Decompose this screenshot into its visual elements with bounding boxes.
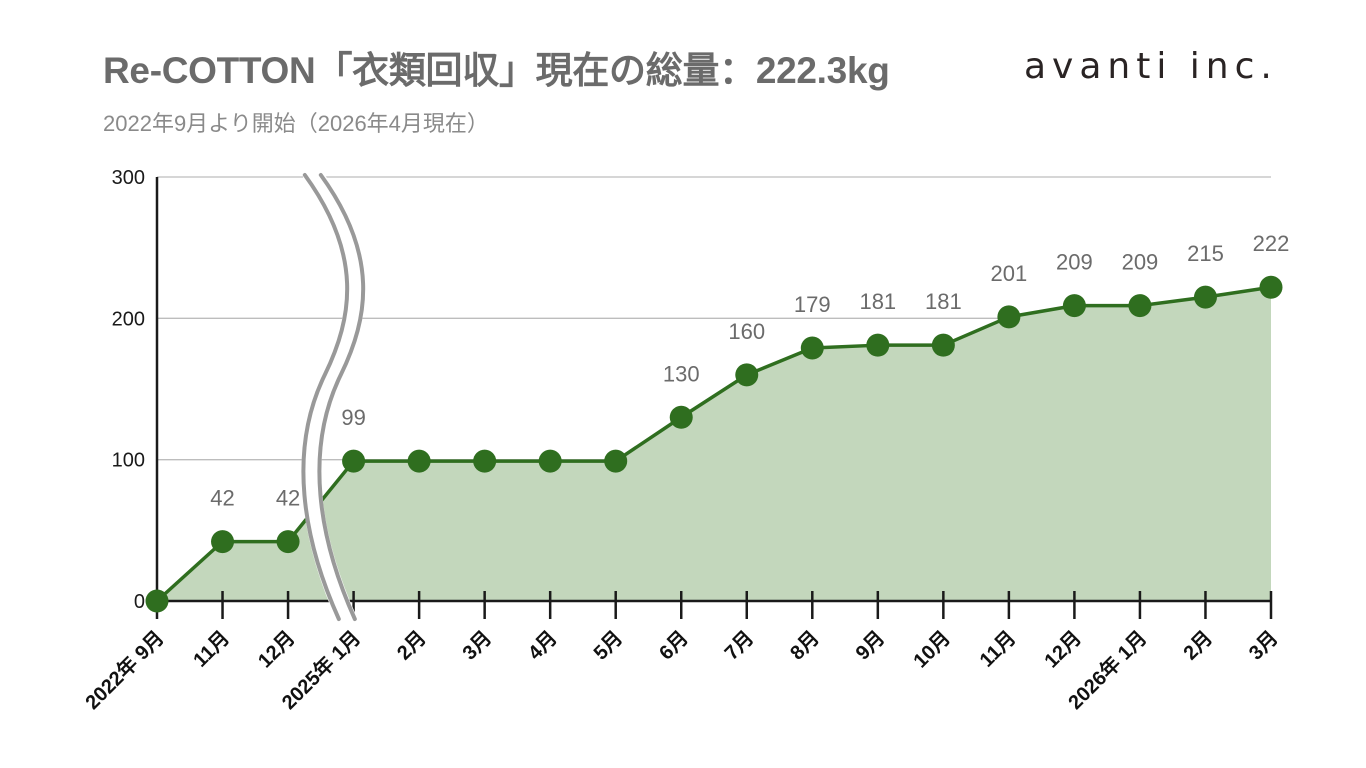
data-point (1259, 275, 1283, 299)
data-point (735, 363, 759, 387)
area-fill (157, 287, 1271, 601)
x-tick-label: 11月 (976, 627, 1021, 672)
data-label: 209 (1122, 250, 1159, 275)
data-point (931, 333, 955, 357)
data-point (1193, 285, 1217, 309)
y-tick-label: 300 (112, 167, 145, 189)
data-label: 179 (794, 292, 831, 317)
x-tick-label: 6月 (655, 627, 693, 665)
x-tick-label: 12月 (254, 627, 299, 672)
data-point (211, 530, 235, 554)
data-label: 42 (210, 486, 234, 511)
x-tick-label: 10月 (909, 627, 954, 672)
data-label: 215 (1187, 241, 1224, 266)
data-point (1062, 294, 1086, 318)
data-point (538, 449, 562, 473)
data-label: 160 (728, 319, 765, 344)
y-tick-label: 100 (112, 450, 145, 472)
x-tick-label: 4月 (524, 627, 562, 665)
company-logo: avanti inc. (1024, 46, 1278, 87)
data-point (800, 336, 824, 360)
x-tick-label: 3月 (1245, 627, 1283, 665)
data-label: 201 (991, 261, 1028, 286)
x-tick-label: 3月 (459, 627, 497, 665)
data-point (604, 449, 628, 473)
x-tick-label: 8月 (786, 627, 824, 665)
data-label: 181 (859, 289, 896, 314)
y-tick-label: 200 (112, 308, 145, 330)
data-label: 99 (341, 405, 365, 430)
chart-subtitle: 2022年9月より開始（2026年4月現在） (103, 111, 489, 136)
data-point (997, 305, 1021, 329)
x-tick-label: 11月 (189, 627, 234, 672)
data-point (866, 333, 890, 357)
x-tick-label: 5月 (590, 627, 628, 665)
axis-break-line (301, 165, 366, 629)
data-label: 42 (276, 486, 300, 511)
data-label: 130 (663, 361, 700, 386)
y-tick-label: 0 (134, 591, 145, 613)
axis-break-line (301, 173, 350, 621)
x-tick-label: 2月 (1179, 627, 1217, 665)
x-tick-label: 12月 (1041, 627, 1086, 672)
data-point (342, 449, 366, 473)
data-point (276, 530, 300, 554)
data-label: 222 (1253, 231, 1290, 256)
data-point (1128, 294, 1152, 318)
chart-title: Re-COTTON「衣類回収」現在の総量：222.3kg (103, 50, 890, 91)
axis-break-line (317, 173, 366, 621)
x-tick-label: 9月 (852, 627, 890, 665)
data-point (473, 449, 497, 473)
data-point (407, 449, 431, 473)
data-label: 181 (925, 289, 962, 314)
x-tick-label: 2022年 9月 (80, 626, 169, 715)
data-point (669, 405, 693, 429)
x-tick-label: 7月 (721, 627, 759, 665)
data-label: 209 (1056, 250, 1093, 275)
x-tick-label: 2月 (393, 627, 431, 665)
data-point (145, 589, 169, 613)
